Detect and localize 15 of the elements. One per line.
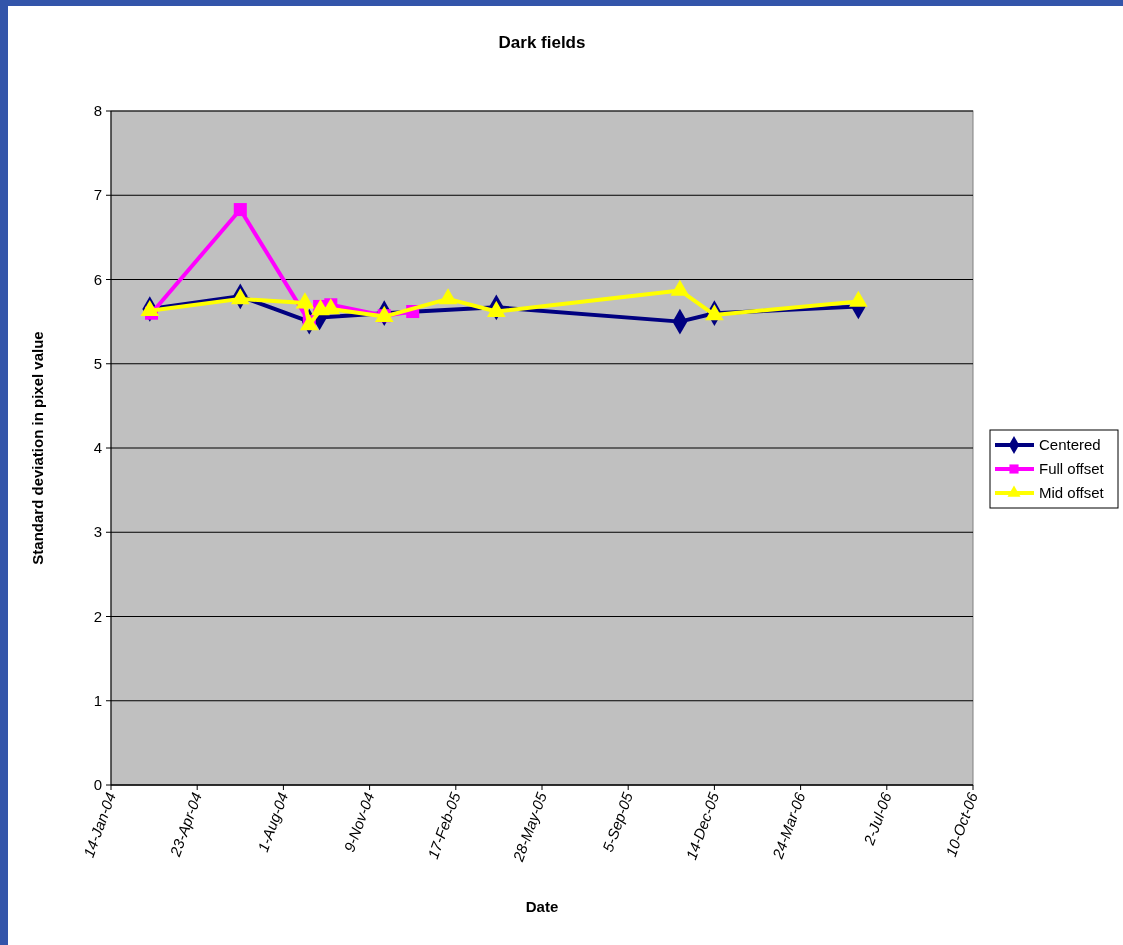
legend-label: Mid offset (1039, 484, 1105, 501)
y-tick-label: 1 (93, 691, 102, 709)
y-tick-label: 7 (93, 186, 102, 204)
y-tick-label: 8 (93, 102, 102, 119)
y-axis-title: Standard deviation in pixel value (29, 331, 46, 565)
y-tick-label: 3 (93, 523, 102, 541)
y-tick-label: 6 (93, 270, 102, 288)
y-tick-label: 4 (93, 439, 102, 456)
chart-title: Dark fields (498, 33, 586, 52)
legend-label: Centered (1039, 436, 1101, 453)
legend-label: Full offset (1039, 460, 1105, 477)
y-tick-label: 2 (93, 607, 102, 625)
y-tick-label: 5 (93, 354, 102, 372)
y-tick-label: 0 (93, 776, 102, 793)
x-axis-title: Date (525, 898, 559, 915)
